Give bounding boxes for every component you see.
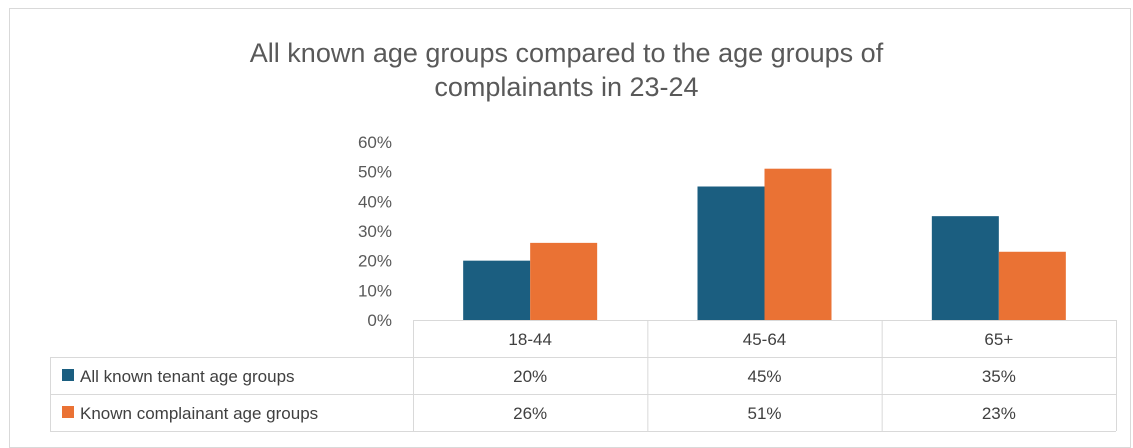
y-tick-label: 10% [358,281,392,300]
data-cell: 23% [982,404,1016,423]
data-cell: 35% [982,367,1016,386]
bars [463,168,1066,320]
y-axis: 0% 10% 20% 30% 40% 50% 60% [358,133,392,330]
chart-title-line1: All known age groups compared to the age… [249,38,884,68]
data-cell: 45% [747,367,781,386]
bar-complainant-45-64 [764,168,832,320]
bar-tenant-18-44 [463,260,531,320]
series-name: Known complainant age groups [80,404,318,423]
category-label: 18-44 [508,330,551,349]
bar-complainant-18-44 [530,242,598,320]
chart-title: All known age groups compared to the age… [0,36,1133,104]
y-tick-label: 30% [358,222,392,241]
legend-swatch [62,369,74,381]
legend-swatch [62,406,74,418]
y-tick-label: 50% [358,163,392,182]
data-cell: 20% [513,367,547,386]
data-table: 18-44 45-64 65+ All known tenant age groups… [50,320,1117,432]
bar-tenant-45-64 [697,186,765,320]
data-cell: 26% [513,404,547,423]
y-tick-label: 60% [358,133,392,152]
y-tick-label: 0% [367,311,392,330]
y-tick-label: 20% [358,252,392,271]
data-cell: 51% [747,404,781,423]
category-label: 45-64 [743,330,786,349]
category-label: 65+ [984,330,1013,349]
bar-complainant-65+ [998,251,1066,320]
series-name: All known tenant age groups [80,367,295,386]
bar-chart: 0% 10% 20% 30% 40% 50% 60% 18-44 45-64 65+ All kn… [50,133,1117,432]
y-tick-label: 40% [358,192,392,211]
bar-tenant-65+ [931,216,999,320]
chart-title-line2: complainants in 23-24 [434,72,699,102]
